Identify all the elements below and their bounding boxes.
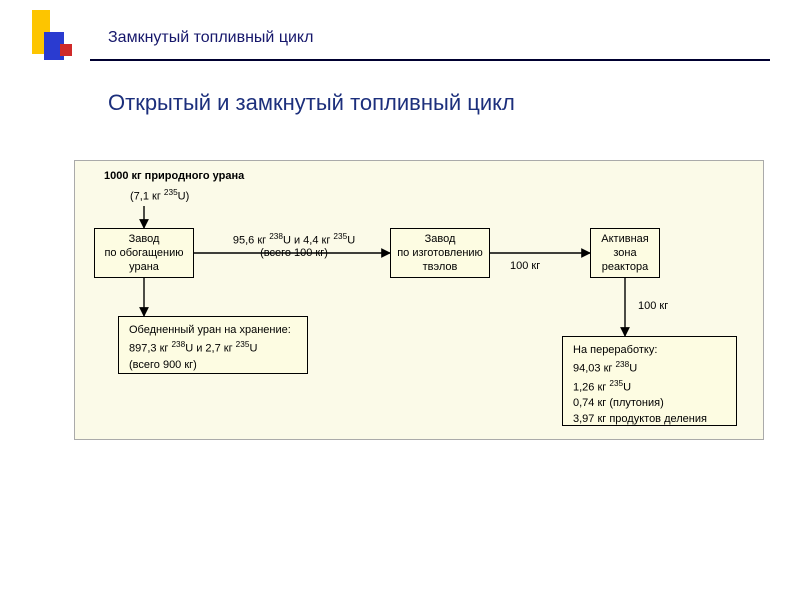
deco-red — [60, 44, 72, 56]
box-fuel-fab: Завод по изготовлению твэлов — [390, 228, 490, 278]
slide-decoration — [32, 10, 80, 60]
header-divider — [90, 59, 770, 61]
header-label: Замкнутый топливный цикл — [108, 29, 313, 47]
label-enrich-to-fuel: 95,6 кг 238U и 4,4 кг 235U (всего 100 кг… — [214, 232, 374, 259]
page-title: Открытый и замкнутый топливный цикл — [108, 90, 515, 116]
start-material-detail: (7,1 кг 235U) — [130, 188, 189, 203]
box-depleted-storage: Обедненный уран на хранение: 897,3 кг 23… — [118, 316, 308, 374]
label-core-to-reprocess: 100 кг — [638, 300, 668, 312]
start-material: 1000 кг природного урана — [104, 170, 244, 182]
box-reactor-core: Активная зона реактора — [590, 228, 660, 278]
box-enrichment: Завод по обогащению урана — [94, 228, 194, 278]
box-reprocessing: На переработку: 94,03 кг 238U 1,26 кг 23… — [562, 336, 737, 426]
label-fuel-to-core: 100 кг — [510, 260, 540, 272]
